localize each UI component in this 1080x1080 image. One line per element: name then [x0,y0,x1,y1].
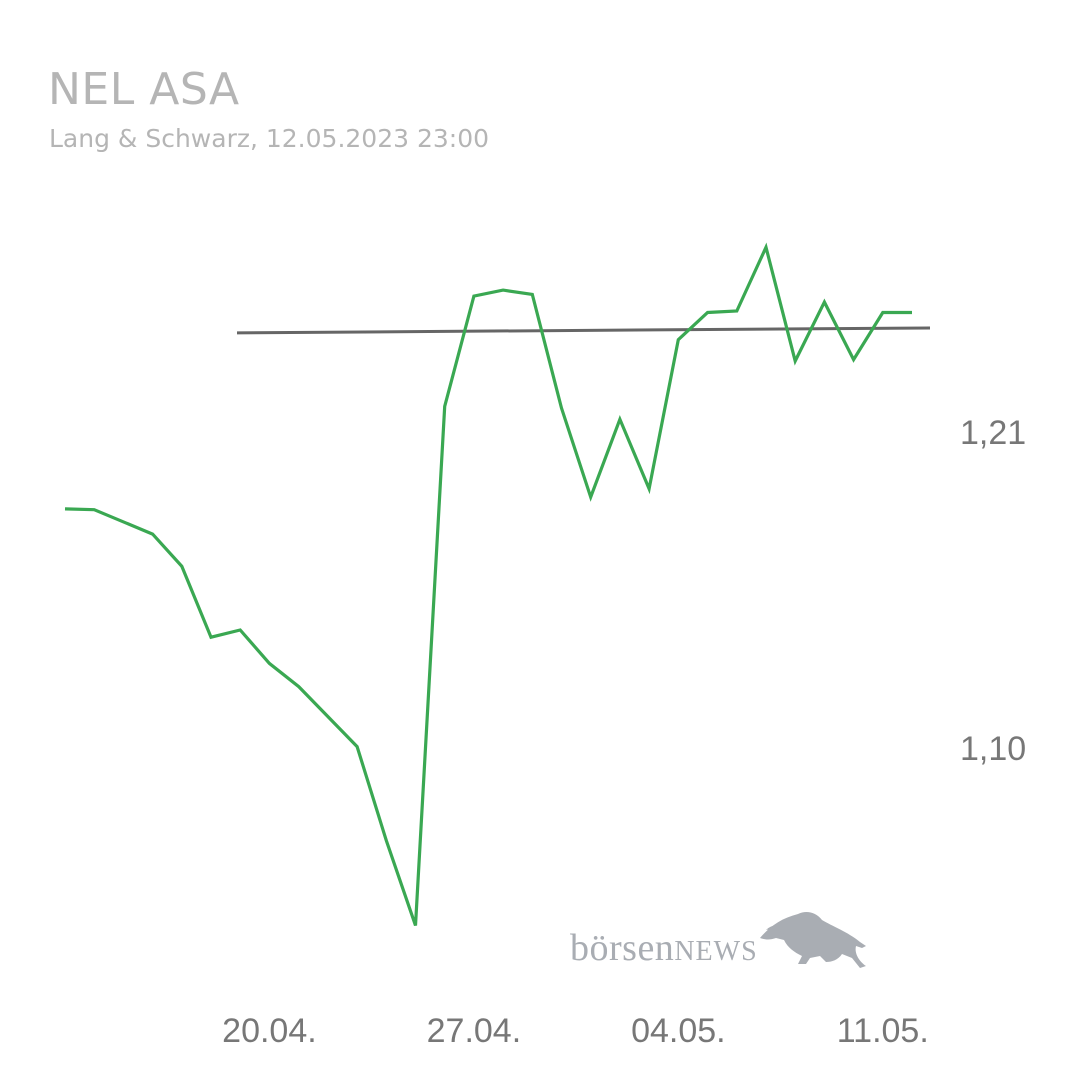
x-tick-label: 20.04. [222,1012,317,1050]
y-tick-label: 1,21 [960,414,1027,453]
x-tick-label: 04.05. [631,1012,726,1050]
x-tick-label: 11.05. [836,1012,929,1050]
logo-text-lower: börsen [570,927,675,969]
x-tick-label: 27.04. [426,1012,522,1050]
reference-line [236,326,931,335]
bull-icon [760,912,866,968]
price-series-line [64,242,912,927]
borsennews-logo: börsenNEWS [570,908,880,978]
chart-subtitle: Lang & Schwarz, 12.05.2023 23:00 [49,124,490,153]
logo-text-caps: NEWS [674,936,758,967]
y-tick-label: 1,10 [960,730,1027,769]
chart-title: NEL ASA [48,64,240,115]
